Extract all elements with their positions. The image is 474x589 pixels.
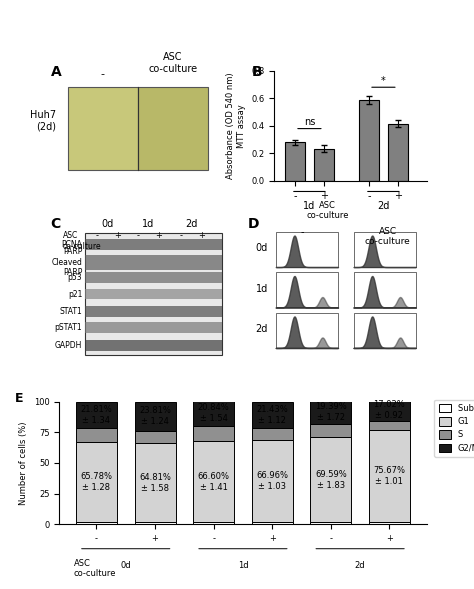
Text: A: A <box>51 65 62 79</box>
Text: ASC
co-culture: ASC co-culture <box>365 227 410 246</box>
Bar <box>135 443 175 522</box>
Bar <box>310 400 351 423</box>
Bar <box>310 522 351 524</box>
Bar <box>252 428 293 441</box>
Bar <box>85 322 222 333</box>
Text: 64.81%
± 1.58: 64.81% ± 1.58 <box>139 472 171 493</box>
Bar <box>193 522 234 524</box>
Text: -: - <box>179 231 182 240</box>
Bar <box>193 441 234 522</box>
Bar <box>354 232 416 267</box>
Bar <box>354 313 416 348</box>
Bar <box>85 233 222 355</box>
Bar <box>76 428 117 442</box>
Text: Huh7
(2d): Huh7 (2d) <box>30 110 56 131</box>
Bar <box>252 522 293 524</box>
Bar <box>313 148 334 181</box>
Text: 66.96%
± 1.03: 66.96% ± 1.03 <box>256 471 288 491</box>
Bar <box>359 100 379 181</box>
Text: 21.43%
± 1.12: 21.43% ± 1.12 <box>256 405 288 425</box>
Text: -: - <box>137 231 139 240</box>
Text: p21: p21 <box>68 290 82 299</box>
Bar <box>76 442 117 522</box>
Text: STAT1: STAT1 <box>60 307 82 316</box>
Text: 2d: 2d <box>355 561 365 570</box>
Bar <box>369 400 410 421</box>
Text: E: E <box>15 392 24 405</box>
Bar <box>193 426 234 441</box>
Bar <box>310 423 351 437</box>
Text: 2d: 2d <box>255 324 268 334</box>
Text: 0d: 0d <box>120 561 131 570</box>
Bar <box>68 87 138 170</box>
Bar <box>85 306 222 317</box>
Y-axis label: Number of cells (%): Number of cells (%) <box>19 421 28 505</box>
Text: 1d: 1d <box>256 284 268 294</box>
Bar <box>388 124 408 181</box>
Bar <box>135 402 175 431</box>
Text: ASC
co-culture: ASC co-culture <box>307 201 349 220</box>
Bar <box>85 289 222 299</box>
Text: D: D <box>248 217 259 231</box>
Bar <box>76 522 117 524</box>
Text: 66.60%
± 1.41: 66.60% ± 1.41 <box>198 472 229 492</box>
Bar <box>138 87 208 170</box>
Text: pSTAT1: pSTAT1 <box>55 323 82 332</box>
Bar <box>310 437 351 522</box>
Text: -: - <box>95 231 99 240</box>
Text: 1d: 1d <box>303 201 316 211</box>
Text: B: B <box>252 65 262 79</box>
Bar <box>276 273 338 307</box>
Bar <box>135 522 175 524</box>
Text: -: - <box>301 227 304 237</box>
Text: +: + <box>155 231 162 240</box>
Text: PCNA: PCNA <box>62 240 82 249</box>
Bar <box>252 441 293 522</box>
Bar <box>354 273 416 307</box>
Bar <box>85 273 222 283</box>
Text: 0d: 0d <box>101 219 113 229</box>
Text: +: + <box>198 231 205 240</box>
Bar <box>276 232 338 267</box>
Text: PARP
Cleaved
PARP: PARP Cleaved PARP <box>52 247 82 277</box>
Bar <box>276 313 338 348</box>
Text: 2d: 2d <box>377 201 390 211</box>
Text: ns: ns <box>304 117 315 127</box>
Y-axis label: Absorbance (OD 540 nm)
MTT assay: Absorbance (OD 540 nm) MTT assay <box>226 72 246 179</box>
Text: 1d: 1d <box>142 219 155 229</box>
Text: 23.81%
± 1.24: 23.81% ± 1.24 <box>139 406 171 426</box>
Bar <box>369 429 410 522</box>
Bar <box>285 143 305 181</box>
Bar <box>252 402 293 428</box>
Text: GAPDH: GAPDH <box>55 341 82 350</box>
Text: 0d: 0d <box>256 243 268 253</box>
Bar <box>76 402 117 428</box>
Bar <box>369 522 410 524</box>
Text: 1d: 1d <box>237 561 248 570</box>
Text: ASC
co-culture: ASC co-culture <box>63 231 101 251</box>
Text: +: + <box>114 231 121 240</box>
Text: 2d: 2d <box>185 219 197 229</box>
Bar <box>85 239 222 250</box>
Legend: Sub G1, G1, S, G2/M: Sub G1, G1, S, G2/M <box>435 400 474 457</box>
Text: 20.84%
± 1.54: 20.84% ± 1.54 <box>198 403 229 423</box>
Text: 69.59%
± 1.83: 69.59% ± 1.83 <box>315 469 346 490</box>
Text: 75.67%
± 1.01: 75.67% ± 1.01 <box>374 466 405 486</box>
Text: ASC
co-culture: ASC co-culture <box>74 558 117 578</box>
Text: 21.81%
± 1.34: 21.81% ± 1.34 <box>81 405 112 425</box>
Text: 65.78%
± 1.28: 65.78% ± 1.28 <box>81 472 112 492</box>
Text: 19.39%
± 1.72: 19.39% ± 1.72 <box>315 402 346 422</box>
Text: ASC
co-culture: ASC co-culture <box>148 52 198 74</box>
Text: p53: p53 <box>68 273 82 282</box>
Bar <box>135 431 175 443</box>
Text: 17.02%
± 0.92: 17.02% ± 0.92 <box>374 400 405 421</box>
Bar <box>369 421 410 429</box>
Bar <box>193 401 234 426</box>
Bar <box>85 255 222 270</box>
Text: -: - <box>101 70 105 80</box>
Bar <box>85 340 222 350</box>
Text: C: C <box>51 217 61 231</box>
Text: *: * <box>381 76 386 86</box>
